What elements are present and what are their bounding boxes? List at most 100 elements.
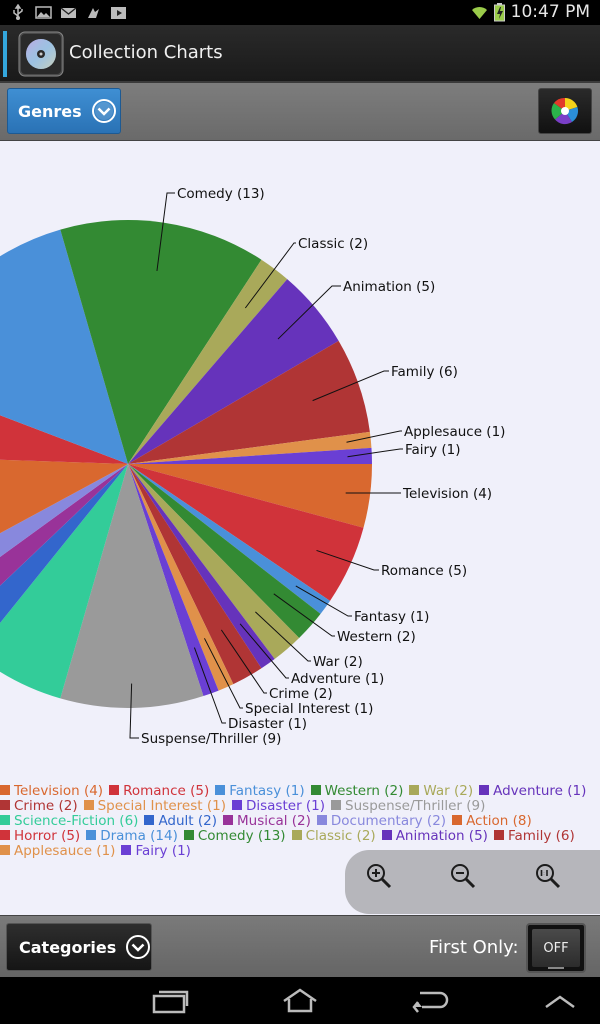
pie-slice-horror[interactable] — [0, 377, 128, 464]
wifi-icon — [471, 6, 487, 19]
pie-slice-classic[interactable] — [128, 259, 288, 464]
callout-label: War (2) — [313, 654, 363, 670]
callout-line — [244, 242, 296, 309]
zoom-in-icon[interactable] — [365, 862, 393, 890]
legend-label: Musical (2) — [237, 813, 311, 829]
legend-item[interactable]: Comedy (13) — [183, 828, 286, 844]
callout-label: Animation (5) — [343, 279, 435, 295]
recent-apps-icon[interactable] — [150, 987, 190, 1015]
toggle-state: OFF — [532, 929, 580, 967]
genre-pie-chart[interactable]: Comedy (13) Classic (2) Animation (5) Famil… — [0, 141, 600, 781]
legend-item[interactable]: Science-Fiction (6) — [0, 814, 138, 829]
genres-dropdown-button[interactable]: Genres — [7, 88, 121, 134]
color-scheme-button[interactable] — [538, 88, 592, 134]
pie-slice-special-interest[interactable] — [128, 464, 234, 691]
pie-slice-applesauce[interactable] — [128, 431, 372, 464]
legend-item[interactable]: Drama (14) — [86, 829, 178, 844]
legend-swatch — [231, 800, 242, 810]
legend-label: Action (8) — [466, 813, 532, 829]
callout-label: Disaster (1) — [228, 716, 307, 732]
pie-slice-drama[interactable] — [0, 229, 128, 464]
legend-label: Crime (2) — [14, 798, 78, 814]
zoom-out-icon[interactable] — [449, 862, 477, 890]
legend-label: Comedy (13) — [197, 828, 286, 844]
legend-item[interactable]: Special Interest (1) — [83, 799, 226, 814]
legend-label: Family (6) — [507, 828, 575, 844]
callout-label: Television (4) — [402, 486, 492, 502]
back-icon[interactable] — [410, 987, 450, 1015]
pie-slice-fairy[interactable] — [128, 447, 372, 464]
legend-item[interactable]: Documentary (2) — [316, 813, 447, 829]
mail-icon — [60, 7, 77, 18]
legend-item[interactable]: Fantasy (1) — [215, 784, 305, 799]
zoom-reset-icon[interactable] — [534, 862, 562, 890]
chart-area[interactable]: Comedy (13) Classic (2) Animation (5) Famil… — [0, 141, 600, 915]
callout-label: Comedy (13) — [177, 186, 265, 202]
first-only-toggle[interactable]: OFF — [526, 923, 586, 973]
pie-slice-animation[interactable] — [128, 279, 339, 464]
legend-item[interactable]: Adventure (1) — [479, 784, 586, 799]
pie-slice-western[interactable] — [128, 464, 321, 638]
toggle-indicator — [548, 967, 564, 969]
callout-line — [255, 611, 311, 662]
legend-item[interactable]: Family (6) — [493, 828, 575, 844]
bottom-toolbar: Categories First Only: OFF — [0, 915, 600, 977]
legend-item[interactable]: Western (2) — [310, 783, 404, 799]
callout-line — [273, 593, 335, 637]
legend-item[interactable]: War (2) — [409, 784, 473, 799]
pie-slice-television[interactable] — [128, 464, 372, 528]
action-bar: Collection Charts — [0, 25, 600, 83]
pie-slice-musical[interactable] — [0, 464, 128, 632]
legend-label: Television (4) — [14, 783, 104, 799]
legend-item[interactable]: Suspense/Thriller (9) — [331, 799, 485, 814]
callout-label: Romance (5) — [381, 563, 467, 579]
legend-item[interactable]: Musical (2) — [223, 814, 311, 829]
callout-line — [129, 683, 139, 739]
legend-label: Applesauce (1) — [14, 843, 116, 859]
legend-row: Television (4) Romance (5) Fantasy (1) West… — [0, 784, 600, 799]
notification-icon — [88, 8, 99, 18]
legend-item[interactable]: Applesauce (1) — [0, 844, 115, 859]
color-wheel-icon — [551, 97, 579, 125]
legend-label: Drama (14) — [100, 828, 178, 844]
legend-item[interactable]: Romance (5) — [109, 784, 209, 799]
legend-item[interactable]: Adult (2) — [144, 814, 217, 829]
pie-slice-disaster[interactable] — [128, 464, 219, 697]
categories-dropdown-button[interactable]: Categories — [6, 923, 152, 971]
pie-slice-action[interactable] — [0, 456, 128, 580]
home-icon[interactable] — [280, 987, 320, 1015]
legend-item[interactable]: Horror (5) — [0, 829, 80, 844]
pie-slice-adventure[interactable] — [128, 464, 275, 669]
menu-up-icon[interactable] — [540, 987, 580, 1015]
pie-slice-fantasy[interactable] — [128, 464, 331, 614]
status-bar: 10:47 PM — [0, 0, 600, 25]
pie-slice-romance[interactable] — [128, 464, 364, 601]
callout-line — [312, 370, 389, 402]
legend-label: Classic (2) — [305, 828, 376, 844]
callout-label: Classic (2) — [298, 236, 368, 252]
pie-slice-suspense-thriller[interactable] — [60, 464, 204, 708]
pie-slice-comedy[interactable] — [60, 220, 262, 464]
legend-item[interactable]: Crime (2) — [0, 799, 78, 814]
pie-slice-crime[interactable] — [128, 464, 262, 685]
legend-item[interactable]: Classic (2) — [291, 828, 376, 844]
legend-item[interactable]: Television (4) — [0, 784, 103, 799]
pie-slice-family[interactable] — [128, 340, 370, 464]
pie-slice-science-fiction[interactable] — [0, 464, 128, 699]
disc-folder-icon[interactable] — [16, 29, 66, 79]
legend-swatch — [83, 800, 94, 810]
legend-label: Documentary (2) — [330, 813, 447, 829]
legend-item[interactable]: Animation (5) — [381, 829, 488, 844]
legend-item[interactable]: Disaster (1) — [231, 799, 325, 814]
legend-item[interactable]: Fairy (1) — [121, 844, 191, 859]
legend-swatch — [479, 785, 490, 795]
callout-label: Fantasy (1) — [354, 609, 429, 625]
legend-label: Horror (5) — [14, 828, 81, 844]
legend-item[interactable]: Action (8) — [452, 814, 532, 829]
pie-slice-war[interactable] — [128, 464, 300, 660]
callout-line — [347, 448, 403, 458]
navigation-bar — [0, 977, 600, 1024]
callout-label: Special Interest (1) — [245, 701, 373, 717]
legend-label: Western (2) — [324, 783, 404, 799]
